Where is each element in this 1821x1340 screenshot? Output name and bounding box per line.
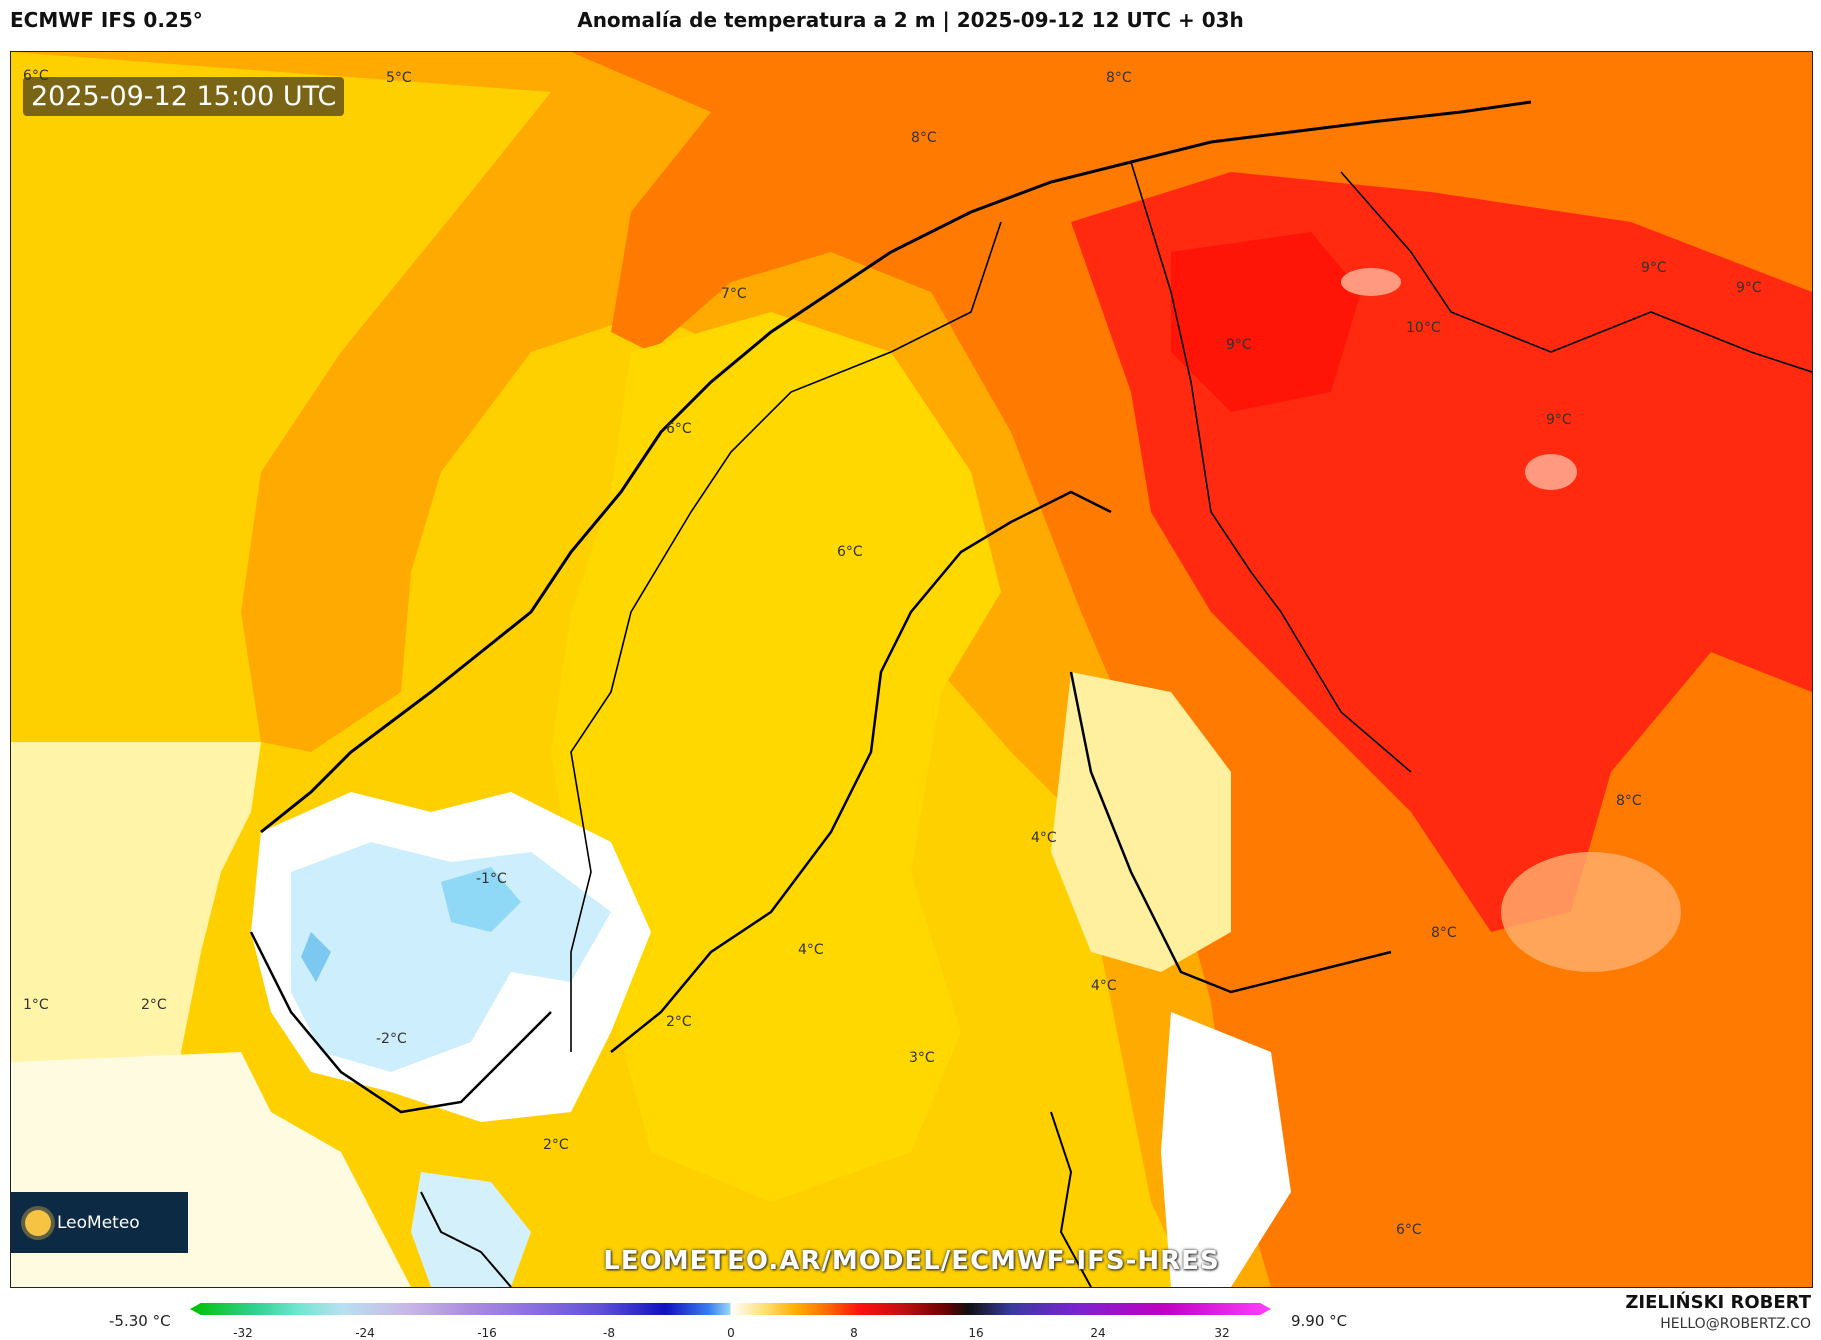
contour-label: 8°C bbox=[1431, 925, 1457, 941]
anomaly-map[interactable]: 2025-09-12 15:00 UTC 6°C 5°C 8°C 8°C 7°C… bbox=[10, 51, 1813, 1288]
contour-label: 9°C bbox=[1226, 337, 1252, 353]
contour-label: -1°C bbox=[476, 871, 507, 887]
contour-label: 4°C bbox=[798, 942, 824, 958]
border-norway-sweden bbox=[570, 221, 1002, 1052]
map-title: Anomalía de temperatura a 2 m | 2025-09-… bbox=[577, 8, 1244, 32]
contour-label: 6°C bbox=[1396, 1222, 1422, 1238]
colorbar-tick: -8 bbox=[603, 1326, 615, 1340]
field-red-max bbox=[1171, 232, 1361, 412]
colorbar-tick: 0 bbox=[727, 1326, 735, 1340]
patch-2 bbox=[1525, 454, 1577, 490]
colorbar-gradient bbox=[190, 1303, 1271, 1315]
field-baltic-white bbox=[1161, 1012, 1291, 1287]
contour-label: 8°C bbox=[1616, 793, 1642, 809]
contour-label: 4°C bbox=[1091, 978, 1117, 994]
map-field bbox=[11, 52, 1812, 1287]
norway-coast bbox=[260, 100, 1532, 834]
denmark-coast bbox=[420, 1191, 512, 1287]
colorbar-tick: 24 bbox=[1090, 1326, 1106, 1340]
field-norway-coldest bbox=[441, 867, 521, 932]
baltic-coast bbox=[1050, 1111, 1092, 1287]
contour-label: 10°C bbox=[1406, 320, 1441, 336]
patch-3 bbox=[1501, 852, 1681, 972]
contour-label: 9°C bbox=[1546, 412, 1572, 428]
contour-label: 8°C bbox=[1106, 70, 1132, 86]
contour-label: 9°C bbox=[1736, 280, 1762, 296]
field-finland-pale bbox=[1051, 672, 1231, 972]
sweden-coast bbox=[610, 490, 1112, 1053]
contour-label: 8°C bbox=[911, 130, 937, 146]
colorbar-tick: -24 bbox=[355, 1326, 375, 1340]
contour-label: 2°C bbox=[141, 997, 167, 1013]
field-fjord-cold bbox=[301, 932, 331, 982]
south-norway-coast bbox=[249, 931, 552, 1114]
contour-label: 6°C bbox=[666, 421, 692, 437]
sun-icon bbox=[25, 1209, 51, 1236]
leometeo-logo[interactable]: LeoMeteo bbox=[11, 1192, 188, 1253]
patch-1 bbox=[1341, 268, 1401, 296]
colorbar-tick: 32 bbox=[1214, 1326, 1230, 1340]
field-sweden bbox=[551, 312, 1001, 1202]
contour-label: 4°C bbox=[1031, 830, 1057, 846]
border-finland-russia bbox=[1130, 161, 1412, 773]
model-url[interactable]: LEOMETEO.AR/MODEL/ECMWF-IFS-HRES bbox=[603, 1246, 1220, 1276]
author-email[interactable]: HELLO@ROBERTZ.CO bbox=[1660, 1316, 1811, 1332]
colorbar-tick: -32 bbox=[233, 1326, 253, 1340]
logo-text: LeoMeteo bbox=[57, 1212, 140, 1233]
valid-time: 2025-09-12 15:00 UTC bbox=[23, 77, 345, 116]
contour-label: 2°C bbox=[666, 1014, 692, 1030]
model-name: ECMWF IFS 0.25° bbox=[10, 8, 203, 32]
contour-label: 2°C bbox=[543, 1137, 569, 1153]
author-name: ZIELIŃSKI ROBERT bbox=[1625, 1292, 1811, 1313]
contour-label: -2°C bbox=[376, 1031, 407, 1047]
finland-coast bbox=[1069, 671, 1392, 994]
contour-label: 3°C bbox=[909, 1050, 935, 1066]
contour-label: 7°C bbox=[721, 286, 747, 302]
colorbar-tick: 16 bbox=[968, 1326, 984, 1340]
contour-label: 5°C bbox=[386, 70, 412, 86]
border-russia-north bbox=[1340, 171, 1812, 373]
colorbar bbox=[190, 1303, 1271, 1317]
colorbar-tick: -16 bbox=[477, 1326, 497, 1340]
contour-label: 1°C bbox=[23, 997, 49, 1013]
contour-label: 6°C bbox=[837, 544, 863, 560]
colorbar-tick: 8 bbox=[850, 1326, 858, 1340]
field-denmark-cold bbox=[411, 1172, 531, 1287]
contour-label: 6°C bbox=[23, 68, 49, 84]
colorbar-max-label: 9.90 °C bbox=[1291, 1312, 1348, 1330]
contour-label: 9°C bbox=[1641, 260, 1667, 276]
colorbar-min-label: -5.30 °C bbox=[109, 1312, 171, 1330]
field-norway-cold bbox=[291, 842, 611, 1072]
